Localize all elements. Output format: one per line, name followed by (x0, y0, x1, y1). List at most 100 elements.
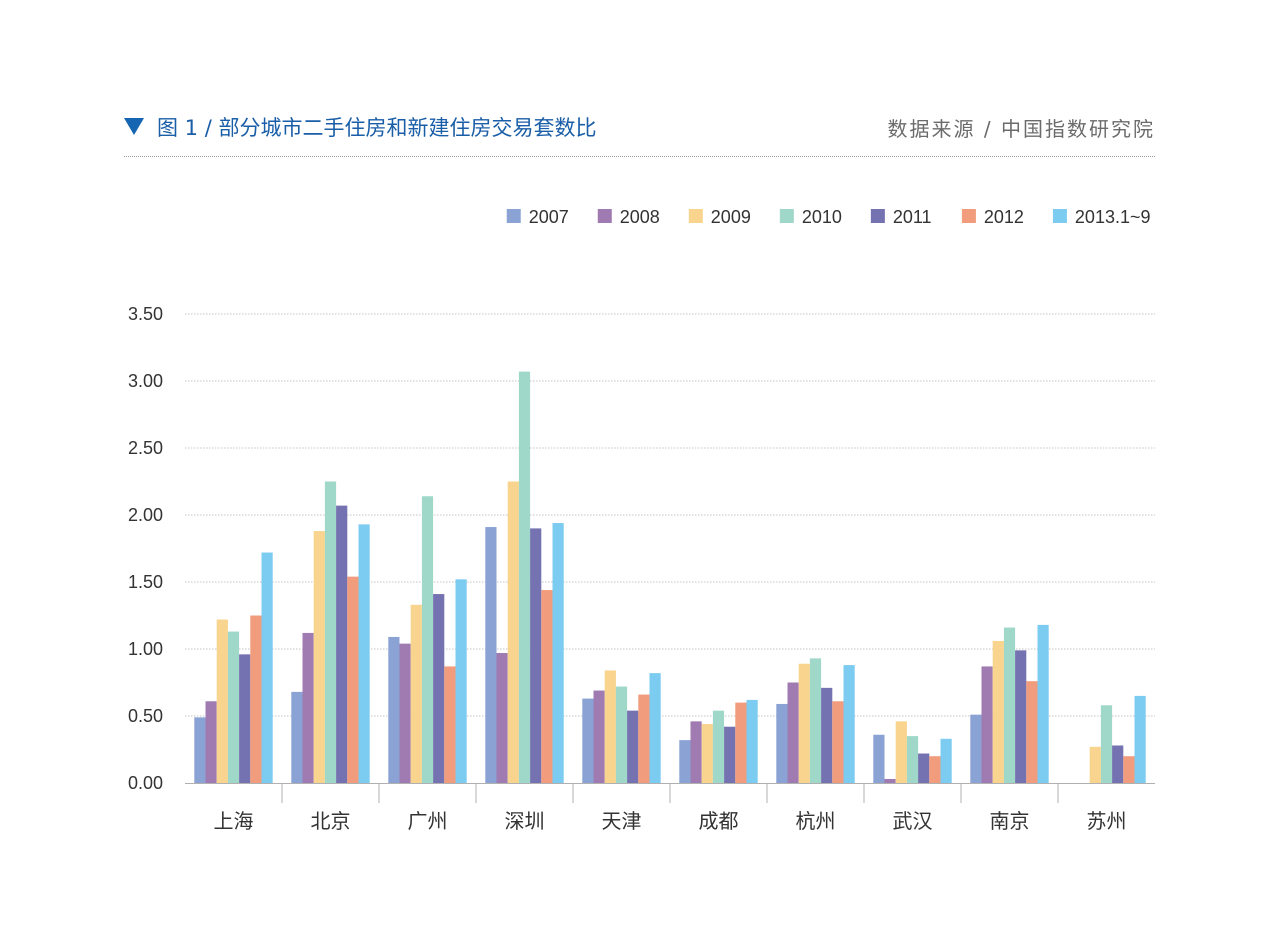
bar (291, 691, 303, 783)
bar (746, 699, 758, 783)
bar (541, 590, 553, 783)
bar (735, 702, 747, 783)
bar (1100, 705, 1113, 783)
bar (518, 371, 531, 783)
x-tick-label: 杭州 (796, 809, 836, 833)
bar (324, 481, 337, 783)
x-tick-label: 南京 (990, 809, 1030, 833)
bar (261, 552, 273, 783)
legend-label: 2012 (984, 207, 1024, 227)
bar (690, 721, 702, 783)
legend-label: 2009 (711, 207, 751, 227)
bar (239, 654, 251, 783)
bar (552, 523, 564, 783)
bar (1089, 746, 1101, 783)
bar (194, 717, 206, 783)
legend-swatch (597, 209, 612, 223)
bar (433, 594, 445, 783)
y-axis: 0.00 0.50 1.00 1.50 2.00 2.50 3.00 3.50 (128, 304, 163, 793)
y-tick-label: 3.50 (128, 304, 163, 324)
x-tick-label: 北京 (311, 809, 351, 833)
bar (227, 631, 240, 783)
bar (1015, 650, 1027, 783)
bar (444, 666, 456, 783)
bar (981, 666, 993, 783)
y-tick-label: 0.00 (128, 773, 163, 793)
bar (530, 528, 542, 783)
bar (776, 703, 788, 783)
bar (821, 687, 833, 783)
bar (679, 740, 691, 783)
legend-swatch (1052, 209, 1067, 223)
y-tick-label: 2.00 (128, 505, 163, 525)
x-tick-label: 广州 (408, 809, 448, 833)
bar (1037, 624, 1049, 783)
bar (1134, 695, 1146, 783)
legend-label: 2008 (620, 207, 660, 227)
bar (421, 496, 434, 783)
chart-title: 图 1 / 部分城市二手住房和新建住房交易套数比 (157, 116, 597, 140)
bar (507, 481, 519, 783)
bar (940, 738, 952, 783)
y-tick-label: 1.50 (128, 572, 163, 592)
bar (895, 721, 907, 783)
bar (1112, 745, 1124, 783)
triangle-down-icon (124, 118, 144, 135)
bar (798, 663, 810, 783)
bar (627, 710, 639, 783)
bar (884, 778, 896, 783)
bar (873, 734, 885, 783)
bar (205, 701, 217, 783)
bar (347, 576, 359, 783)
legend-swatch (870, 209, 885, 223)
bar (712, 710, 725, 783)
bar (582, 698, 594, 783)
bar (724, 726, 736, 783)
x-axis: 上海 北京 广州 深圳 天津 成都 杭州 武汉 南京 苏州 (185, 783, 1155, 833)
x-tick-label: 上海 (214, 809, 254, 833)
legend-label: 2011 (893, 207, 932, 227)
y-tick-label: 0.50 (128, 706, 163, 726)
y-tick-label: 3.00 (128, 371, 163, 391)
legend-swatch (506, 209, 521, 223)
bar (970, 714, 982, 783)
bar (302, 632, 314, 783)
bar (918, 753, 930, 783)
bar (929, 756, 941, 783)
bar (1123, 756, 1135, 783)
y-tick-label: 2.50 (128, 438, 163, 458)
bar (992, 640, 1004, 783)
bar (832, 701, 844, 783)
bar (809, 658, 822, 783)
bar (649, 673, 661, 783)
bar (496, 653, 508, 783)
bar (250, 615, 262, 783)
bar (399, 643, 411, 783)
y-tick-label: 1.00 (128, 639, 163, 659)
bar (593, 690, 605, 783)
x-tick-label: 苏州 (1087, 809, 1127, 833)
legend-label: 2010 (802, 207, 842, 227)
bar (1003, 627, 1016, 783)
legend-label: 2007 (529, 207, 569, 227)
bar (485, 527, 497, 783)
bar (604, 670, 616, 783)
x-tick-label: 成都 (699, 809, 739, 833)
legend-swatch (688, 209, 703, 223)
bar (701, 724, 713, 783)
bar (1026, 681, 1038, 783)
bar (388, 636, 400, 783)
bar (638, 694, 650, 783)
bars (194, 371, 1146, 783)
bar (455, 579, 467, 783)
bar (615, 686, 628, 783)
bar (906, 736, 919, 783)
x-tick-label: 武汉 (893, 809, 933, 833)
bar (410, 604, 422, 783)
bar (843, 665, 855, 783)
x-tick-label: 深圳 (505, 809, 545, 833)
chart-header: 图 1 / 部分城市二手住房和新建住房交易套数比 数据来源 / 中国指数研究院 (124, 110, 1155, 157)
legend-swatch (961, 209, 976, 223)
bar (313, 531, 325, 783)
